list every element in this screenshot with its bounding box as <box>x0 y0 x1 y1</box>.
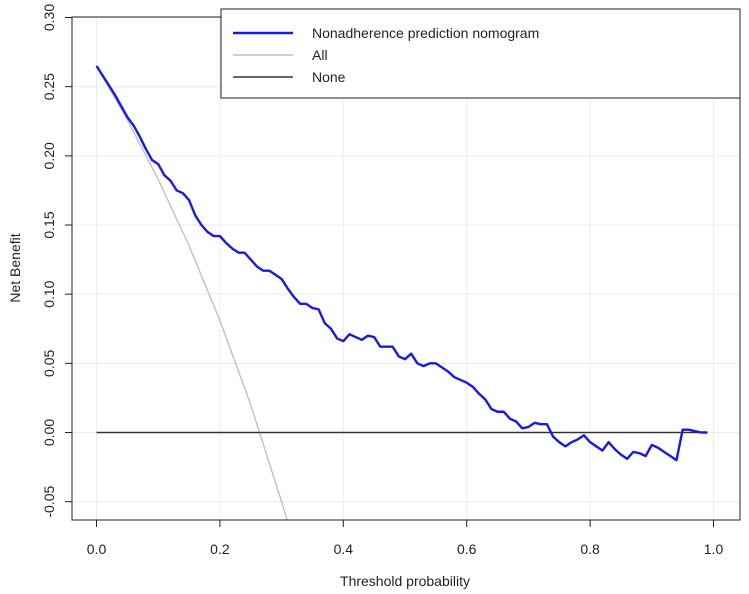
legend-label-none: None <box>312 69 346 85</box>
y-tick-label: 0.20 <box>41 142 57 169</box>
x-tick-label: 1.0 <box>704 541 724 557</box>
legend-box <box>220 8 741 99</box>
series-line-all <box>95 65 288 520</box>
y-tick-label: 0.10 <box>41 280 57 307</box>
y-tick-label: 0.30 <box>41 4 57 31</box>
x-tick-label: 0.2 <box>210 541 230 557</box>
y-tick-label: 0.00 <box>41 419 57 446</box>
legend-label-all: All <box>312 47 328 63</box>
x-tick-label: 0.8 <box>580 541 600 557</box>
x-tick-label: 0.0 <box>87 541 107 557</box>
x-axis-title: Threshold probability <box>340 573 470 589</box>
series-group <box>95 65 708 520</box>
y-tick-label: 0.15 <box>41 211 57 238</box>
x-axis: 0.0 0.2 0.4 0.6 0.8 1.0 <box>87 520 724 557</box>
y-tick-label: 0.05 <box>41 349 57 376</box>
legend-label-nomogram: Nonadherence prediction nomogram <box>312 25 539 41</box>
x-tick-label: 0.6 <box>457 541 477 557</box>
y-axis: -0.05 0.00 0.05 0.10 0.15 0.20 0.25 0.30 <box>41 4 72 518</box>
legend: Nonadherence prediction nomogram All Non… <box>220 8 741 99</box>
series-line-nomogram <box>95 65 708 462</box>
x-tick-label: 0.4 <box>334 541 354 557</box>
y-axis-title: Net Benefit <box>7 233 23 302</box>
y-tick-label: 0.25 <box>41 73 57 100</box>
y-tick-label: -0.05 <box>41 486 57 518</box>
